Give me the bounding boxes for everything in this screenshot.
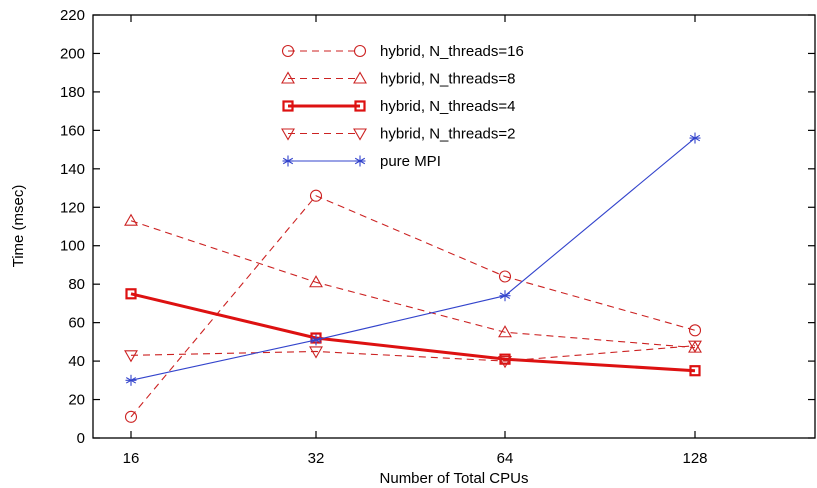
legend: hybrid, N_threads=16 hybrid, N_threads=8h… bbox=[281, 43, 524, 170]
series-line bbox=[130, 137, 696, 381]
x-tick-label: 64 bbox=[497, 450, 514, 467]
data-point-asterisk bbox=[354, 155, 366, 167]
legend-label: hybrid, N_threads=2 bbox=[380, 126, 516, 143]
y-tick-label: 180 bbox=[60, 84, 85, 101]
data-point-triangle-up bbox=[124, 213, 138, 226]
series-4 bbox=[124, 340, 702, 369]
legend-item: hybrid, N_threads=16 bbox=[281, 43, 524, 60]
data-point-asterisk bbox=[310, 334, 322, 346]
data-point-square bbox=[125, 288, 137, 300]
y-tick-label: 40 bbox=[68, 353, 85, 370]
x-tick-label: 32 bbox=[308, 450, 325, 467]
data-point-asterisk bbox=[282, 155, 294, 167]
y-tick-label: 80 bbox=[68, 276, 85, 293]
data-point-circle bbox=[124, 410, 138, 423]
data-point-circle bbox=[281, 44, 295, 58]
series-line bbox=[130, 345, 696, 362]
legend-item: hybrid, N_threads=4 bbox=[282, 98, 516, 115]
data-point-triangle-up bbox=[281, 71, 295, 84]
y-tick-label: 140 bbox=[60, 161, 85, 178]
series-2 bbox=[124, 213, 702, 353]
series-line bbox=[130, 292, 696, 373]
y-tick-label: 0 bbox=[77, 430, 85, 447]
x-tick-label: 16 bbox=[123, 450, 140, 467]
data-point-triangle-down bbox=[688, 340, 702, 353]
data-point-triangle-down bbox=[353, 128, 367, 141]
y-tick-label: 100 bbox=[60, 238, 85, 255]
data-point-triangle-down bbox=[498, 356, 512, 369]
series-line bbox=[130, 195, 696, 418]
data-point-asterisk bbox=[689, 132, 701, 144]
series-line bbox=[130, 220, 696, 349]
legend-label: hybrid, N_threads=8 bbox=[380, 71, 516, 88]
data-point-triangle-down bbox=[124, 350, 138, 363]
data-point-triangle-up bbox=[309, 275, 323, 288]
legend-item: pure MPI bbox=[282, 153, 441, 170]
y-tick-label: 160 bbox=[60, 122, 85, 139]
data-point-asterisk bbox=[499, 290, 511, 302]
data-point-square bbox=[354, 100, 366, 112]
data-point-triangle-down bbox=[309, 346, 323, 359]
legend-item: hybrid, N_threads=2 bbox=[281, 126, 516, 143]
data-point-circle bbox=[353, 44, 367, 58]
legend-label: hybrid, N_threads=4 bbox=[380, 98, 516, 115]
y-tick-label: 20 bbox=[68, 392, 85, 409]
y-tick-label: 120 bbox=[60, 199, 85, 216]
y-tick-label: 220 bbox=[60, 7, 85, 24]
data-point-circle bbox=[309, 189, 323, 202]
series-5 bbox=[125, 132, 701, 386]
data-point-triangle-up bbox=[353, 71, 367, 84]
y-axis: 0 20 40 60 80 100 120 140 160 180 200 220 bbox=[60, 7, 815, 447]
y-tick-label: 200 bbox=[60, 45, 85, 62]
data-point-triangle-down bbox=[281, 128, 295, 141]
data-point-triangle-up bbox=[498, 325, 512, 338]
data-point-square bbox=[689, 365, 701, 377]
legend-label: hybrid, N_threads=16 bbox=[380, 43, 524, 60]
legend-item: hybrid, N_threads=8 bbox=[281, 71, 516, 88]
data-point-asterisk bbox=[125, 374, 137, 386]
series-layer bbox=[124, 132, 702, 423]
data-point-circle bbox=[498, 270, 512, 283]
y-axis-label: Time (msec) bbox=[10, 185, 27, 268]
y-tick-label: 60 bbox=[68, 315, 85, 332]
x-axis: 16 32 64 128 bbox=[123, 15, 708, 467]
data-point-circle bbox=[688, 324, 702, 337]
legend-label: pure MPI bbox=[380, 153, 441, 170]
data-point-square bbox=[282, 100, 294, 112]
series-1 bbox=[124, 189, 702, 423]
x-tick-label: 128 bbox=[682, 450, 707, 467]
plot-frame bbox=[92, 14, 816, 439]
x-axis-label: Number of Total CPUs bbox=[380, 470, 529, 487]
